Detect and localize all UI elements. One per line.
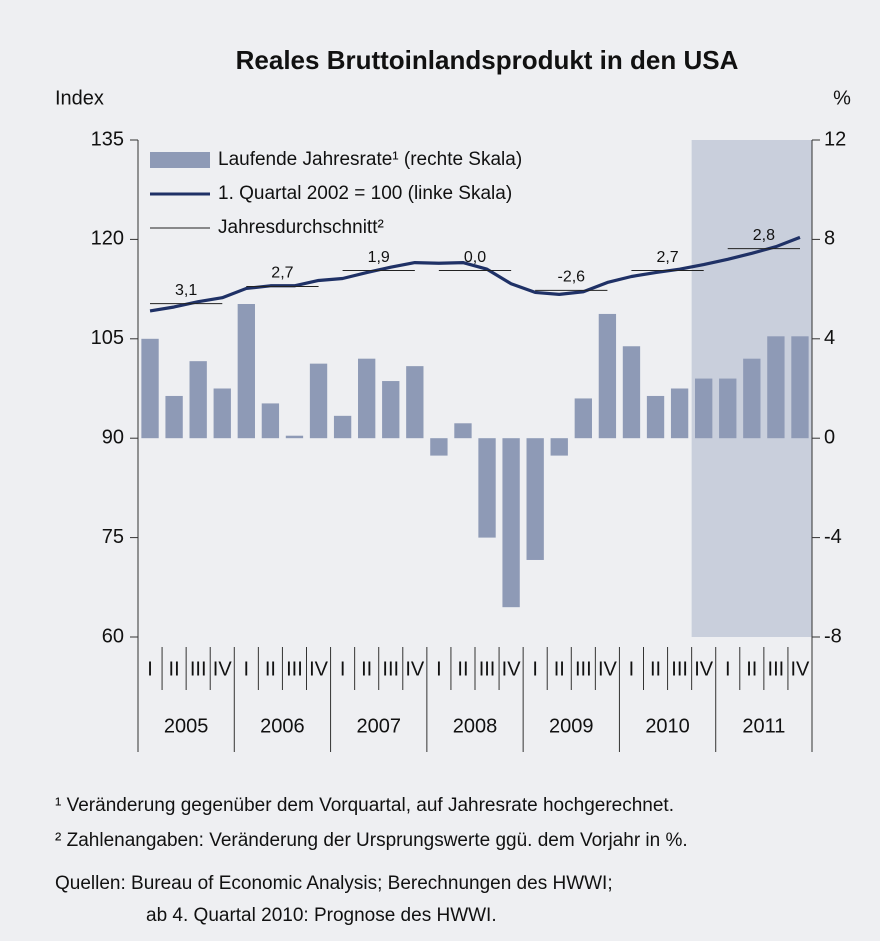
footnote: ² Zahlenangaben: Veränderung der Ursprun… xyxy=(55,830,688,851)
year-label: 2009 xyxy=(549,715,594,737)
bar xyxy=(285,435,304,439)
bar xyxy=(454,423,472,439)
bar xyxy=(213,388,231,439)
bar xyxy=(719,378,737,439)
legend-swatch xyxy=(150,152,210,168)
data-label: 0,0 xyxy=(464,249,486,266)
x-tick-label: I xyxy=(532,658,538,680)
data-label: 2,7 xyxy=(271,265,293,282)
year-label: 2011 xyxy=(742,715,785,737)
bar xyxy=(502,438,520,608)
y2-tick-label: 0 xyxy=(824,426,835,448)
bar xyxy=(478,438,496,538)
y-tick-label: 60 xyxy=(102,625,124,647)
bar xyxy=(237,304,255,439)
bar xyxy=(791,336,809,439)
line xyxy=(149,235,801,313)
x-tick-label: I xyxy=(147,658,153,680)
bar xyxy=(430,438,448,456)
bar xyxy=(309,363,328,439)
x-tick-label: IV xyxy=(694,658,714,680)
bar xyxy=(406,366,424,439)
x-tick-label: III xyxy=(286,658,303,680)
y2-tick-label: -8 xyxy=(824,625,842,647)
x-tick-label: IV xyxy=(791,658,811,680)
y-tick-label: 90 xyxy=(102,426,124,448)
year-label: 2006 xyxy=(260,715,305,737)
source: ab 4. Quartal 2010: Prognose des HWWI. xyxy=(146,905,497,926)
x-tick-label: IV xyxy=(598,658,618,680)
legend-label: Laufende Jahresrate¹ (rechte Skala) xyxy=(218,149,522,170)
bar xyxy=(358,358,376,439)
bar xyxy=(646,395,665,439)
bar xyxy=(767,336,785,439)
y2-axis-label: % xyxy=(833,87,851,109)
data-label: 2,7 xyxy=(656,249,678,266)
bar xyxy=(743,358,761,439)
y2-tick-label: 4 xyxy=(824,327,835,349)
legend-label: 1. Quartal 2002 = 100 (linke Skala) xyxy=(218,183,512,204)
bar xyxy=(382,381,400,439)
footnote: ¹ Veränderung gegenüber dem Vorquartal, … xyxy=(55,795,674,816)
year-label: 2008 xyxy=(453,715,498,737)
bar xyxy=(622,346,641,439)
x-tick-label: III xyxy=(671,658,688,680)
bar xyxy=(670,388,689,439)
x-tick-label: I xyxy=(340,658,346,680)
x-tick-label: I xyxy=(436,658,442,680)
bar xyxy=(574,398,592,439)
x-tick-label: IV xyxy=(502,658,522,680)
y2-tick-label: 12 xyxy=(824,128,846,150)
x-tick-label: IV xyxy=(309,658,329,680)
chart-title: Reales Bruttoinlandsprodukt in den USA xyxy=(236,45,739,75)
y-tick-label: 105 xyxy=(91,327,124,349)
x-tick-label: III xyxy=(190,658,207,680)
x-tick-label: II xyxy=(361,658,372,680)
year-label: 2005 xyxy=(164,715,209,737)
x-tick-label: I xyxy=(629,658,635,680)
y2-tick-label: 8 xyxy=(824,228,835,250)
x-tick-label: IV xyxy=(213,658,233,680)
bar xyxy=(141,338,159,439)
x-tick-label: II xyxy=(457,658,468,680)
x-tick-label: II xyxy=(169,658,180,680)
bar xyxy=(550,438,568,456)
bar xyxy=(598,313,617,439)
bar xyxy=(526,438,544,560)
x-tick-label: III xyxy=(575,658,592,680)
y2-tick-label: -4 xyxy=(824,526,842,548)
x-tick-label: I xyxy=(725,658,731,680)
bar xyxy=(333,415,352,439)
year-label: 2010 xyxy=(645,715,690,737)
x-tick-label: IV xyxy=(405,658,425,680)
x-tick-label: III xyxy=(382,658,399,680)
source: Quellen: Bureau of Economic Analysis; Be… xyxy=(55,873,613,894)
bar xyxy=(165,395,183,439)
y-tick-label: 120 xyxy=(91,228,124,250)
x-tick-label: II xyxy=(746,658,757,680)
bar xyxy=(261,403,280,439)
y-tick-label: 135 xyxy=(91,128,124,150)
x-tick-label: II xyxy=(265,658,276,680)
year-label: 2007 xyxy=(356,715,401,737)
data-label: 3,1 xyxy=(175,282,197,299)
x-tick-label: I xyxy=(244,658,250,680)
y-tick-label: 75 xyxy=(102,526,124,548)
x-tick-label: III xyxy=(768,658,785,680)
y-axis-label: Index xyxy=(55,87,104,109)
x-tick-label: III xyxy=(479,658,496,680)
bar xyxy=(695,378,713,439)
data-label: -2,6 xyxy=(557,269,585,286)
data-label: 1,9 xyxy=(368,249,390,266)
bar xyxy=(189,361,207,439)
x-tick-label: II xyxy=(650,658,661,680)
legend-label: Jahresdurchschnitt² xyxy=(218,217,384,238)
x-tick-label: II xyxy=(554,658,565,680)
data-label: 2,8 xyxy=(753,227,775,244)
